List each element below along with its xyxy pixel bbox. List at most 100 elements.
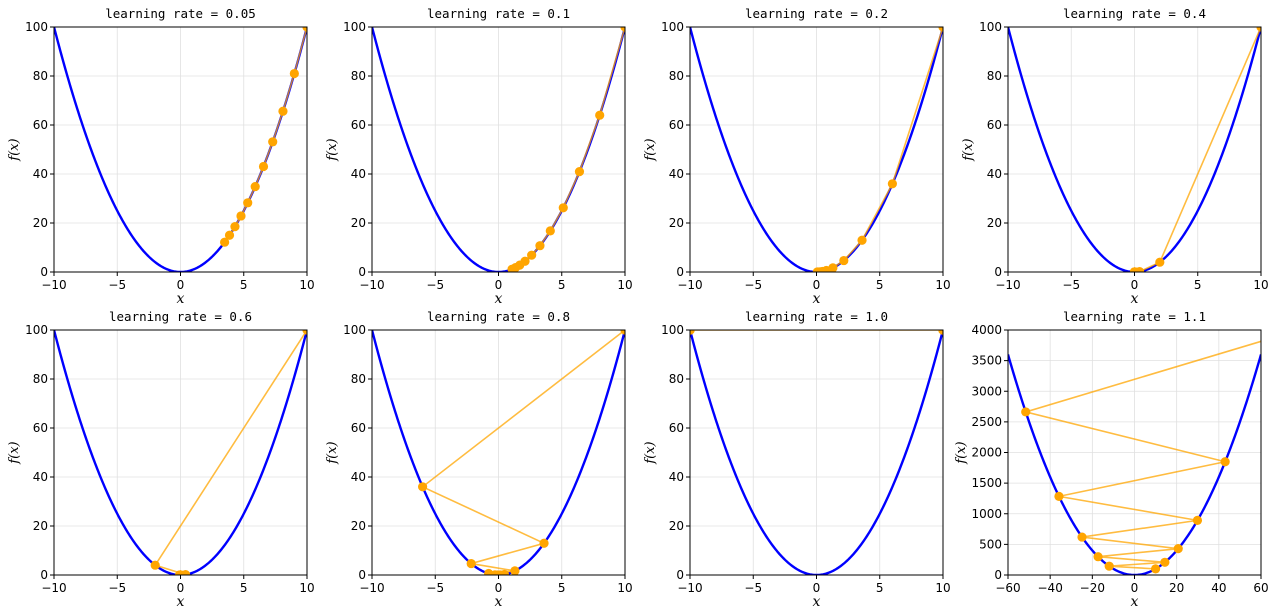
x-tick-label: −10 bbox=[41, 278, 66, 292]
function-curve bbox=[54, 330, 307, 575]
descent-point bbox=[857, 235, 867, 245]
y-tick-label: 40 bbox=[351, 470, 366, 484]
descent-point bbox=[466, 558, 476, 569]
y-tick-label: 20 bbox=[669, 519, 684, 533]
y-tick-label: 0 bbox=[676, 568, 684, 582]
descent-point bbox=[527, 250, 537, 260]
descent-point bbox=[289, 68, 299, 79]
plot-area bbox=[54, 27, 307, 272]
x-tick-label: 10 bbox=[299, 581, 314, 595]
descent-point bbox=[938, 27, 943, 32]
descent-point bbox=[268, 137, 278, 147]
x-tick-label: −5 bbox=[426, 581, 444, 595]
descent-point bbox=[150, 560, 160, 570]
x-tick-label: −5 bbox=[744, 278, 762, 292]
x-tick-label: −5 bbox=[426, 278, 444, 292]
y-axis-label: f(x) bbox=[643, 441, 658, 464]
x-tick-label: −20 bbox=[1080, 581, 1105, 595]
x-tick-label: 10 bbox=[617, 278, 632, 292]
y-tick-label: 2500 bbox=[971, 415, 1002, 429]
plot-area bbox=[1008, 27, 1261, 272]
y-tick-label: 80 bbox=[669, 372, 684, 386]
x-tick-label: 60 bbox=[1253, 581, 1268, 595]
y-tick-label: 20 bbox=[33, 519, 48, 533]
y-tick-label: 100 bbox=[25, 323, 48, 337]
y-tick-label: 100 bbox=[661, 323, 684, 337]
descent-path-line bbox=[421, 330, 625, 575]
x-axis-label: x bbox=[813, 291, 821, 307]
x-tick-label: 10 bbox=[1253, 278, 1268, 292]
x-tick-label: 0 bbox=[177, 278, 185, 292]
y-tick-label: 80 bbox=[33, 69, 48, 83]
y-tick-label: 4000 bbox=[971, 323, 1002, 337]
descent-point bbox=[175, 570, 186, 575]
y-tick-label: 0 bbox=[40, 568, 48, 582]
x-tick-label: −10 bbox=[677, 581, 702, 595]
function-curve bbox=[372, 330, 625, 575]
descent-point bbox=[507, 264, 517, 272]
x-tick-label: 10 bbox=[935, 278, 950, 292]
y-tick-label: 100 bbox=[343, 20, 366, 34]
x-tick-label: −5 bbox=[1062, 278, 1080, 292]
y-axis-label: f(x) bbox=[954, 441, 969, 464]
subplot-title: learning rate = 0.6 bbox=[109, 309, 252, 324]
descent-point bbox=[620, 27, 625, 32]
descent-point bbox=[230, 222, 240, 232]
function-curve bbox=[1008, 354, 1261, 575]
y-tick-label: 40 bbox=[33, 470, 48, 484]
descent-point bbox=[938, 330, 943, 335]
descent-point bbox=[220, 237, 230, 247]
descent-point bbox=[839, 255, 849, 266]
descent-point bbox=[812, 267, 822, 272]
x-tick-label: 0 bbox=[177, 581, 185, 595]
x-axis-label: x bbox=[1131, 291, 1139, 307]
y-tick-label: 0 bbox=[358, 568, 366, 582]
descent-point bbox=[690, 330, 695, 335]
y-tick-label: 0 bbox=[994, 265, 1002, 279]
y-tick-label: 80 bbox=[33, 372, 48, 386]
descent-point bbox=[545, 226, 555, 236]
y-tick-label: 1500 bbox=[971, 476, 1002, 490]
y-tick-label: 60 bbox=[669, 118, 684, 132]
x-tick-label: 5 bbox=[876, 278, 884, 292]
x-axis-label: x bbox=[177, 291, 185, 307]
y-axis-label: f(x) bbox=[643, 138, 658, 161]
y-tick-label: 80 bbox=[351, 69, 366, 83]
x-tick-label: −10 bbox=[677, 278, 702, 292]
descent-point bbox=[1155, 257, 1165, 267]
x-tick-label: 10 bbox=[617, 581, 632, 595]
y-tick-label: 60 bbox=[33, 118, 48, 132]
x-tick-label: 0 bbox=[813, 278, 821, 292]
descent-path-line bbox=[223, 27, 307, 243]
plot-area bbox=[372, 330, 625, 575]
y-tick-label: 3500 bbox=[971, 354, 1002, 368]
y-tick-label: 60 bbox=[987, 118, 1002, 132]
y-tick-label: 20 bbox=[669, 216, 684, 230]
descent-point bbox=[250, 181, 260, 192]
x-tick-label: 0 bbox=[1131, 581, 1139, 595]
y-tick-label: 80 bbox=[987, 69, 1002, 83]
y-tick-label: 20 bbox=[987, 216, 1002, 230]
y-axis-label: f(x) bbox=[7, 138, 22, 161]
y-tick-label: 40 bbox=[351, 167, 366, 181]
x-tick-label: 5 bbox=[240, 278, 248, 292]
descent-point bbox=[418, 482, 428, 492]
x-tick-label: 5 bbox=[240, 581, 248, 595]
x-tick-label: 5 bbox=[558, 278, 566, 292]
descent-point bbox=[1021, 407, 1031, 417]
plot-area bbox=[54, 330, 307, 575]
x-tick-label: −10 bbox=[995, 278, 1020, 292]
descent-point bbox=[258, 161, 269, 172]
y-axis-label: f(x) bbox=[325, 138, 340, 161]
y-tick-label: 0 bbox=[40, 265, 48, 279]
descent-point bbox=[510, 566, 520, 575]
y-tick-label: 20 bbox=[33, 216, 48, 230]
x-tick-label: 0 bbox=[495, 278, 503, 292]
plot-area bbox=[690, 27, 943, 272]
function-curve bbox=[690, 27, 943, 272]
